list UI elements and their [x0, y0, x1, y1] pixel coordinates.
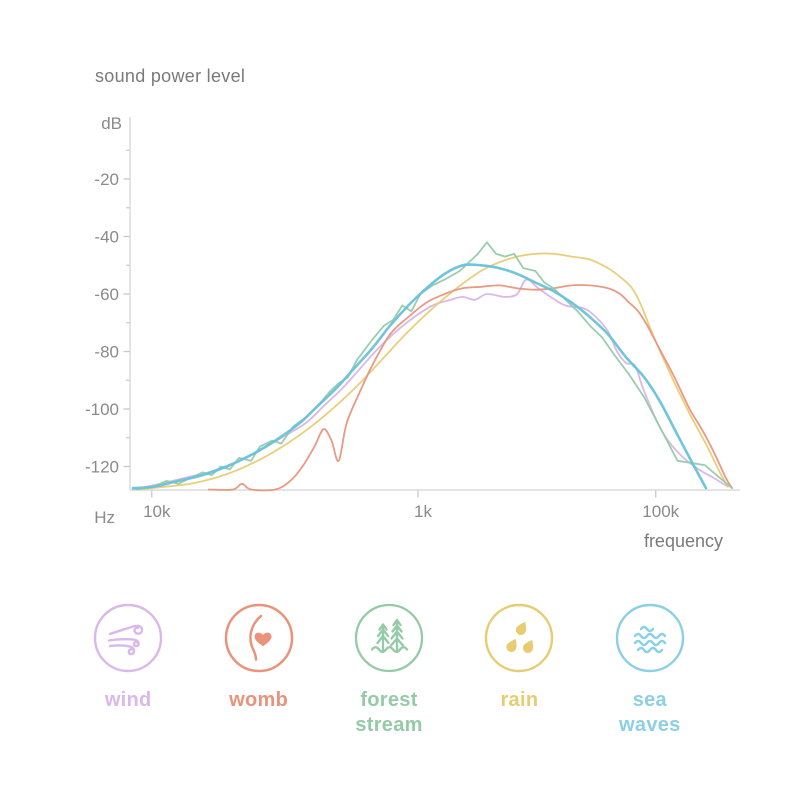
series-line-forest-stream [135, 241, 733, 491]
sea-waves-icon-circle [615, 603, 685, 673]
wind-icon-circle [94, 603, 163, 673]
hz-unit-label: Hz [94, 508, 115, 527]
y-tick-label: -40 [94, 228, 119, 247]
legend-label-rain: rain [500, 689, 539, 711]
legend-item-sea-waves: sea waves [585, 602, 715, 738]
legend-label-sea-waves: sea waves [619, 689, 681, 736]
x-tick-label: 100k [642, 502, 679, 521]
series-line-womb [207, 284, 733, 492]
legend-label-wind: wind [104, 689, 152, 711]
womb-icon-circle [224, 603, 293, 673]
sea-waves-icon [615, 603, 685, 673]
chart-title: sound power level [95, 66, 246, 86]
legend-label-forest-stream: forest stream [355, 689, 423, 736]
chart-svg: -20 -40 -60 -80 -100 -120 10k 1k 100k dB Hz frequen… [85, 114, 740, 551]
db-unit-label: dB [101, 114, 122, 133]
legend-item-womb: womb [193, 602, 323, 738]
rain-icon-circle [485, 603, 554, 673]
forest-stream-icon [354, 603, 424, 673]
rain-drops [506, 621, 534, 654]
legend-label-womb: womb [229, 689, 289, 711]
chart-area: -20 -40 -60 -80 -100 -120 10k 1k 100k dB Hz frequen… [85, 114, 740, 551]
y-tick-label: -60 [94, 285, 119, 304]
forest-stream-icon-circle [354, 603, 424, 673]
x-tick-label: 1k [414, 502, 432, 521]
y-tick-label: -100 [85, 400, 119, 419]
legend-item-rain: rain [454, 602, 584, 738]
x-tick-label: 10k [143, 502, 171, 521]
x-axis-title: frequency [644, 531, 723, 551]
legend: wind womb forest stream [63, 602, 715, 738]
rain-drops-icon [485, 603, 554, 673]
y-tick-label: -80 [94, 343, 119, 362]
series-line-sea-waves [131, 263, 708, 490]
legend-item-forest-stream: forest stream [324, 602, 454, 738]
legend-item-wind: wind [63, 602, 193, 738]
y-tick-label: -20 [94, 170, 119, 189]
y-tick-label: -120 [85, 458, 119, 477]
wind-icon [94, 603, 163, 673]
womb-icon [224, 603, 293, 673]
